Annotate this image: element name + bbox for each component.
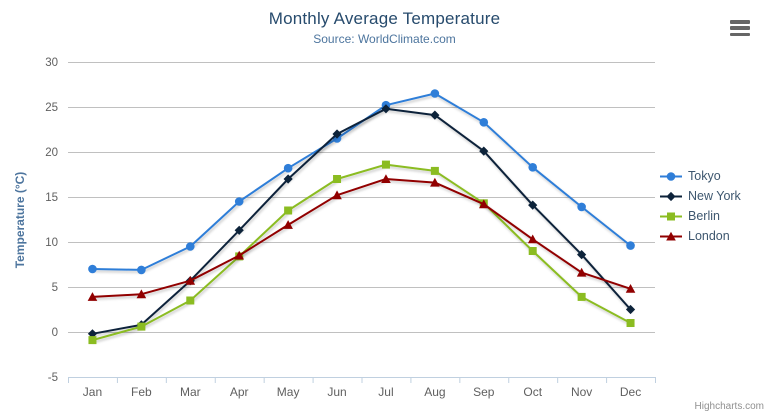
context-menu-button[interactable] (730, 20, 750, 36)
series-new-york (87, 104, 636, 339)
legend: Tokyo New York Berlin London (659, 166, 741, 246)
legend-item-london[interactable]: London (659, 226, 741, 246)
x-axis-labels: Jan Feb Mar Apr May Jun Jul Aug Sep Oct Nov Dec (83, 385, 641, 399)
point-london-may[interactable] (283, 220, 293, 229)
x-tick-marks (68, 377, 656, 383)
point-new-york-apr[interactable] (234, 225, 244, 235)
point-berlin-oct[interactable] (528, 247, 537, 255)
series-line-london (91, 178, 632, 298)
x-tick-label: Jun (327, 385, 346, 399)
point-london-mar[interactable] (185, 275, 196, 285)
point-london-jul[interactable] (381, 174, 391, 183)
legend-item-label: Tokyo (688, 169, 721, 183)
point-tokyo-sep[interactable] (479, 118, 489, 127)
point-new-york-jul[interactable] (381, 104, 391, 114)
point-new-york-jun[interactable] (332, 129, 342, 139)
point-tokyo-may[interactable] (283, 163, 293, 173)
point-tokyo-dec[interactable] (626, 241, 635, 250)
x-tick-label: Jul (378, 385, 393, 399)
series-line-tokyo (91, 92, 632, 271)
x-tick-label: Oct (523, 385, 542, 399)
x-tick-label: Aug (424, 385, 445, 399)
y-tick-label: 5 (52, 282, 58, 294)
point-tokyo-aug[interactable] (430, 89, 440, 98)
point-london-feb[interactable] (136, 289, 147, 299)
legend-item-tokyo[interactable]: Tokyo (659, 166, 741, 186)
legend-item-label: New York (688, 189, 741, 203)
legend-marker-circle-icon (660, 171, 682, 181)
point-tokyo-feb[interactable] (137, 265, 146, 275)
legend-marker-triangle-icon (660, 231, 682, 240)
x-tick-label: Jan (83, 385, 102, 399)
point-tokyo-mar[interactable] (185, 242, 195, 251)
y-axis-labels: -5 0 5 10 15 20 25 30 (45, 57, 58, 384)
x-tick-label: May (277, 385, 300, 399)
point-london-aug[interactable] (430, 177, 440, 187)
point-berlin-may[interactable] (284, 206, 293, 215)
point-new-york-jan[interactable] (87, 329, 98, 339)
point-new-york-aug[interactable] (430, 110, 440, 120)
legend-item-new-york[interactable]: New York (659, 186, 741, 206)
point-tokyo-nov[interactable] (577, 202, 586, 212)
point-tokyo-oct[interactable] (528, 163, 538, 172)
chart-title: Monthly Average Temperature (268, 9, 501, 28)
series-london (87, 174, 636, 301)
legend-item-berlin[interactable]: Berlin (659, 206, 741, 226)
x-tick-label: Sep (473, 385, 495, 399)
y-tick-label: -5 (48, 372, 58, 384)
y-tick-label: 15 (45, 192, 58, 204)
series-line-berlin (91, 163, 632, 342)
point-berlin-jun[interactable] (333, 175, 342, 183)
point-new-york-oct[interactable] (528, 200, 538, 210)
series-line-new-york (91, 107, 632, 335)
y-axis-title: Temperature (°C) (13, 172, 27, 269)
point-berlin-nov[interactable] (577, 292, 586, 301)
point-london-dec[interactable] (625, 284, 636, 293)
point-berlin-aug[interactable] (430, 166, 439, 175)
legend-marker-square-icon (660, 212, 682, 220)
point-london-nov[interactable] (576, 267, 587, 277)
point-london-apr[interactable] (234, 250, 245, 260)
x-tick-label: Nov (571, 385, 592, 399)
x-tick-label: Mar (180, 385, 201, 399)
point-london-jan[interactable] (87, 292, 98, 301)
point-tokyo-apr[interactable] (234, 197, 244, 206)
point-berlin-dec[interactable] (626, 319, 635, 327)
legend-item-label: London (688, 229, 730, 243)
point-london-sep[interactable] (478, 199, 489, 209)
x-tick-label: Dec (620, 385, 641, 399)
y-tick-label: 0 (52, 327, 58, 339)
y-tick-label: 30 (45, 57, 58, 69)
legend-item-label: Berlin (688, 209, 720, 223)
y-tick-label: 20 (45, 147, 58, 159)
series-tokyo (88, 89, 635, 275)
y-gridlines (68, 62, 655, 378)
point-london-oct[interactable] (527, 234, 538, 244)
point-tokyo-jan[interactable] (88, 264, 97, 274)
point-berlin-jan[interactable] (88, 336, 97, 345)
legend-marker-diamond-icon (660, 191, 682, 201)
point-new-york-dec[interactable] (625, 304, 636, 315)
point-london-jun[interactable] (332, 190, 342, 200)
point-new-york-sep[interactable] (479, 146, 489, 156)
x-tick-label: Feb (131, 385, 152, 399)
x-tick-label: Apr (230, 385, 249, 399)
point-berlin-feb[interactable] (137, 322, 146, 331)
point-berlin-mar[interactable] (186, 296, 195, 305)
y-tick-label: 25 (45, 102, 58, 114)
hamburger-icon (730, 20, 750, 24)
point-new-york-may[interactable] (283, 174, 293, 184)
y-tick-label: 10 (45, 237, 58, 249)
series-group (87, 89, 636, 345)
point-new-york-nov[interactable] (577, 250, 587, 260)
chart-subtitle: Source: WorldClimate.com (313, 32, 456, 46)
credits-link[interactable]: Highcharts.com (694, 401, 764, 412)
point-berlin-jul[interactable] (381, 160, 390, 169)
